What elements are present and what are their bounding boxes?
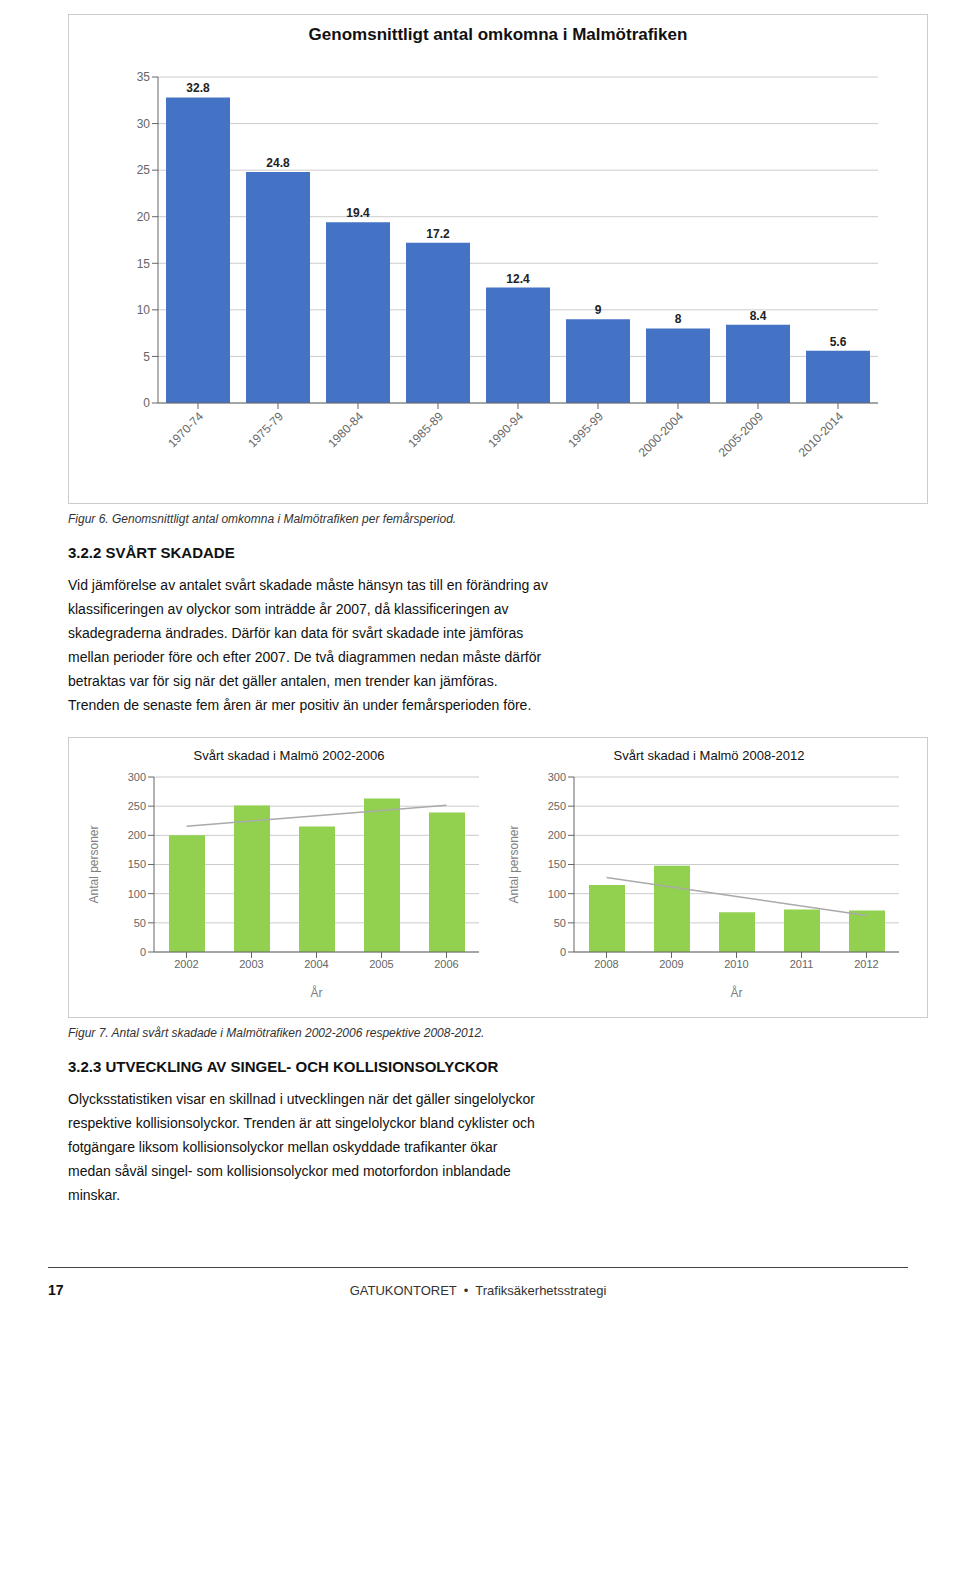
svg-text:35: 35: [137, 70, 151, 84]
html-text:Genomsnittligt antal omkomna i: Genomsnittligt antal omkomna i Malmötraf…: [308, 25, 688, 44]
svg-text:0: 0: [140, 946, 146, 958]
svg-text:5.6: 5.6: [830, 335, 847, 349]
html-text:3.2.3 UTVECKLING AV SINGEL- OC: 3.2.3 UTVECKLING AV SINGEL- OCH KOLLISIO…: [68, 1058, 499, 1075]
svg-text:1990-94: 1990-94: [485, 409, 526, 450]
html-text:3.2.2 SVÅRT SKADADE: 3.2.2 SVÅRT SKADADE: [68, 544, 235, 561]
svg-text:2011: 2011: [790, 958, 814, 970]
svg-text:2010: 2010: [724, 958, 748, 970]
svg-text:2002: 2002: [174, 958, 198, 970]
svg-text:19.4: 19.4: [346, 206, 370, 220]
svg-text:8.4: 8.4: [750, 309, 767, 323]
svg-text:År: År: [311, 985, 323, 1000]
svg-text:50: 50: [554, 917, 566, 929]
svg-text:2004: 2004: [304, 958, 328, 970]
svg-text:12.4: 12.4: [506, 272, 530, 286]
svg-text:2006: 2006: [434, 958, 458, 970]
svg-text:0: 0: [143, 396, 150, 410]
svg-text:20: 20: [137, 210, 151, 224]
svg-text:150: 150: [128, 858, 146, 870]
svg-text:100: 100: [128, 888, 146, 900]
html-text:Svårt skadad i Malmö 2008-2012: Svårt skadad i Malmö 2008-2012: [613, 748, 805, 763]
svg-text:2012: 2012: [854, 958, 878, 970]
svg-text:2005-2009: 2005-2009: [716, 409, 767, 460]
svg-text:2009: 2009: [659, 958, 683, 970]
svg-text:200: 200: [128, 829, 146, 841]
html-text:klassificeringen av olyckor so: klassificeringen av olyckor som inträdde…: [68, 601, 509, 617]
svg-text:300: 300: [128, 771, 146, 783]
svg-text:250: 250: [548, 800, 566, 812]
svg-text:32.8: 32.8: [186, 81, 210, 95]
html-text:Figur 7. Antal svårt skadade i: Figur 7. Antal svårt skadade i Malmötraf…: [68, 1026, 485, 1040]
svg-text:50: 50: [134, 917, 146, 929]
html-text:17: 17: [48, 1282, 64, 1298]
svg-text:300: 300: [548, 771, 566, 783]
svg-text:0: 0: [560, 946, 566, 958]
svg-text:1970-74: 1970-74: [165, 409, 206, 450]
svg-text:15: 15: [137, 257, 151, 271]
svg-text:24.8: 24.8: [266, 156, 290, 170]
html-text:Olycksstatistiken visar en ski: Olycksstatistiken visar en skillnad i ut…: [68, 1091, 535, 1107]
svg-text:Antal personer: Antal personer: [87, 825, 101, 903]
html-text:Trenden de senaste fem åren är: Trenden de senaste fem åren är mer posit…: [68, 697, 532, 713]
html-text:medan såväl singel- som kollis: medan såväl singel- som kollisionsolycko…: [68, 1163, 511, 1179]
html-text:Figur 6. Genomsnittligt antal: Figur 6. Genomsnittligt antal omkomna i …: [68, 512, 457, 526]
svg-text:2003: 2003: [239, 958, 263, 970]
html-text:mellan perioder före och efter: mellan perioder före och efter 2007. De …: [68, 649, 542, 665]
html-text:fotgängare liksom kollisionsol: fotgängare liksom kollisionsolyckor mell…: [68, 1139, 498, 1155]
svg-text:8: 8: [675, 312, 682, 326]
svg-text:2010-2014: 2010-2014: [796, 409, 847, 460]
html-text:GATUKONTORET • Trafiksäkerhets: GATUKONTORET • Trafiksäkerhetsstrategi: [349, 1282, 607, 1298]
html-text:Svårt skadad i Malmö 2002-2006: Svårt skadad i Malmö 2002-2006: [193, 748, 385, 763]
svg-text:År: År: [731, 985, 743, 1000]
html-text:minskar.: minskar.: [68, 1187, 121, 1203]
svg-text:150: 150: [548, 858, 566, 870]
svg-text:2000-2004: 2000-2004: [636, 409, 687, 460]
svg-text:10: 10: [137, 303, 151, 317]
html-text:respektive kollisionsolyckor.: respektive kollisionsolyckor. Trenden är…: [68, 1115, 535, 1131]
svg-text:1980-84: 1980-84: [325, 409, 366, 450]
svg-text:9: 9: [595, 303, 602, 317]
svg-text:100: 100: [548, 888, 566, 900]
svg-text:30: 30: [137, 117, 151, 131]
svg-text:200: 200: [548, 829, 566, 841]
svg-text:1985-89: 1985-89: [405, 409, 446, 450]
svg-text:2005: 2005: [369, 958, 393, 970]
svg-text:250: 250: [128, 800, 146, 812]
svg-text:25: 25: [137, 163, 151, 177]
svg-text:2008: 2008: [594, 958, 618, 970]
svg-text:5: 5: [143, 350, 150, 364]
html-text:Vid jämförelse av antalet svår: Vid jämförelse av antalet svårt skadade …: [68, 577, 548, 593]
html-text:betraktas var för sig när det: betraktas var för sig när det gäller ant…: [68, 673, 498, 689]
html-text:skadegraderna ändrades. Därför: skadegraderna ändrades. Därför kan data …: [68, 625, 524, 641]
svg-text:17.2: 17.2: [426, 227, 450, 241]
svg-text:1995-99: 1995-99: [565, 409, 606, 450]
svg-text:1975-79: 1975-79: [245, 409, 286, 450]
svg-text:Antal personer: Antal personer: [507, 825, 521, 903]
